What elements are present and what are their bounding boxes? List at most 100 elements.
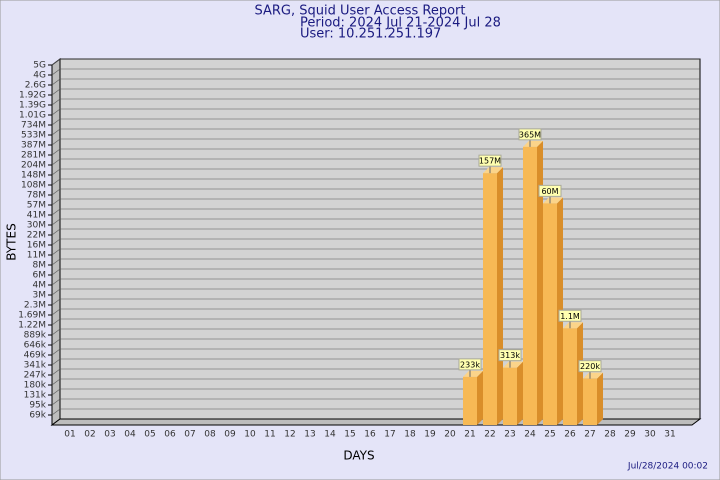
grid-line [51, 168, 700, 176]
y-tick-label: 16M [27, 241, 46, 251]
x-tick-label: 24 [524, 430, 536, 440]
bar-side [597, 372, 603, 425]
x-tick-label: 17 [384, 430, 395, 440]
y-tick-label: 6M [33, 271, 47, 281]
y-tick-label: 1.69M [18, 311, 46, 321]
label-box [578, 360, 602, 373]
bar [563, 328, 577, 425]
x-tick-label: 14 [324, 430, 336, 440]
y-axis-label: BYTES [5, 223, 19, 260]
value-label: 233k [460, 360, 480, 369]
y-tick-label: 2.3M [24, 301, 46, 311]
x-tick-label: 18 [404, 430, 416, 440]
bar [523, 146, 537, 425]
x-tick-label: 11 [264, 430, 275, 440]
x-tick-label: 15 [344, 430, 355, 440]
y-tick-label: 1.92G [19, 91, 46, 101]
y-tick-label: 1.01G [19, 111, 46, 121]
y-tick-label: 131k [24, 391, 47, 401]
y-tick-label: 469k [24, 351, 47, 361]
x-tick-label: 29 [624, 430, 636, 440]
y-tick-label: 108M [21, 181, 46, 191]
value-label: 313k [500, 351, 520, 360]
grid-line [51, 98, 700, 106]
grid-line [51, 108, 700, 116]
timestamp: Jul/28/2024 00:02 [627, 462, 708, 472]
bar-side [517, 361, 523, 425]
label-box [498, 349, 522, 362]
y-tick-label: 3M [33, 291, 47, 301]
x-tick-label: 25 [544, 430, 555, 440]
bar [583, 378, 597, 425]
y-tick-label: 78M [27, 191, 46, 201]
user: User: 10.251.251.197 [300, 27, 441, 42]
value-label: 157M [479, 157, 501, 166]
y-tick-label: 11M [27, 251, 46, 261]
label-box [538, 184, 562, 197]
x-tick-label: 21 [464, 430, 475, 440]
value-label: 365M [519, 130, 541, 139]
grid-line [51, 88, 700, 96]
label-box [558, 309, 582, 322]
y-tick-label: 2.6G [25, 81, 46, 91]
bar [483, 173, 497, 425]
x-tick-label: 23 [504, 430, 515, 440]
bar-top [503, 361, 523, 368]
y-tick-label: 4G [33, 71, 46, 81]
bar-side [537, 140, 543, 425]
label-box [458, 358, 482, 371]
y-tick-label: 69k [29, 411, 46, 421]
bar-top [483, 167, 503, 174]
y-tick-label: 204M [21, 161, 46, 171]
bar [463, 376, 477, 425]
bar [503, 367, 517, 425]
y-tick-label: 1.39G [19, 101, 46, 111]
y-tick-label: 5G [33, 61, 46, 71]
x-tick-label: 02 [84, 430, 95, 440]
x-tick-label: 06 [164, 430, 176, 440]
marks: 01 02 03 04 05 06 07 08 09 10 11 12 13 14 15 16 17 18 19 20… [64, 128, 676, 440]
x-axis-label: DAYS [343, 449, 374, 463]
y-tick-label: 180k [24, 381, 47, 391]
bar-top [583, 372, 603, 379]
grid-line [51, 118, 700, 126]
bar-side [477, 370, 483, 425]
x-tick-label: 28 [604, 430, 616, 440]
bar-top [523, 140, 543, 147]
x-tick-label: 27 [584, 430, 595, 440]
y-tick-label: 22M [27, 231, 46, 241]
x-tick-label: 10 [244, 430, 256, 440]
x-tick-label: 22 [484, 430, 495, 440]
x-tick-label: 26 [564, 430, 576, 440]
x-tick-label: 19 [424, 430, 436, 440]
bar-top [543, 197, 563, 204]
x-tick-label: 12 [284, 430, 295, 440]
x-tick-label: 16 [364, 430, 376, 440]
y-tick-label: 41M [27, 211, 46, 221]
grid-line [51, 58, 700, 66]
y-tick-label: 95k [29, 401, 46, 411]
y-tick-label: 387M [21, 141, 46, 151]
grid-line [51, 78, 700, 86]
y-tick-label: 889k [24, 331, 47, 341]
bar [543, 203, 557, 425]
grid-line [51, 68, 700, 76]
x-tick-label: 30 [644, 430, 656, 440]
x-tick-label: 07 [184, 430, 195, 440]
y-tick-label: 4M [33, 281, 47, 291]
label-box [478, 154, 502, 167]
y-tick-label: 533M [21, 131, 46, 141]
x-tick-label: 08 [204, 430, 216, 440]
y-tick-label: 8M [33, 261, 47, 271]
y-tick-label: 734M [21, 121, 46, 131]
floor [50, 418, 702, 426]
chart-title: SARG, Squid User Access Report [255, 4, 466, 19]
x-tick-label: 05 [144, 430, 155, 440]
y-tick-label: 341k [24, 361, 47, 371]
x-tick-label: 04 [124, 430, 136, 440]
y-tick-label: 30M [27, 221, 46, 231]
x-tick-label: 01 [64, 430, 75, 440]
value-label: 1.1M [560, 312, 580, 321]
x-tick-label: 09 [224, 430, 236, 440]
